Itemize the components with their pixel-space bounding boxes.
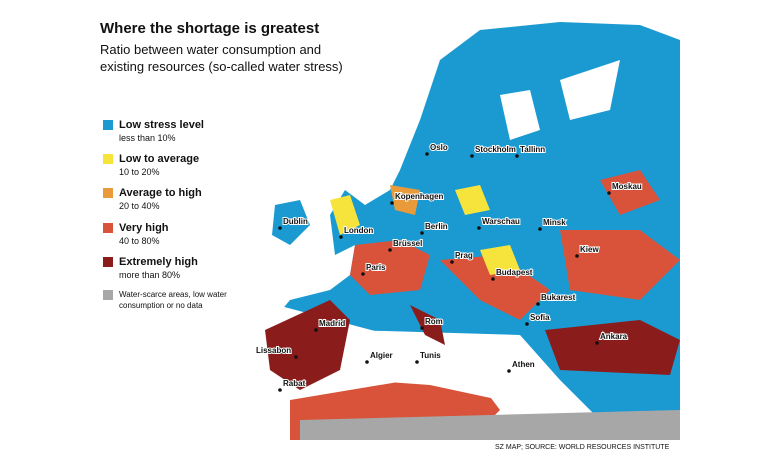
city-label: Warschau: [482, 217, 520, 226]
legend-sublabel: 40 to 80%: [119, 236, 160, 246]
city-dot: [575, 254, 579, 258]
city-dot: [507, 369, 511, 373]
subtitle: existing resources (so-called water stre…: [100, 59, 343, 74]
city-label: Madrid: [319, 319, 345, 328]
city-label: Paris: [366, 263, 386, 272]
legend-sublabel: more than 80%: [119, 270, 181, 280]
city-dot: [536, 302, 540, 306]
legend-item: Low to average 10 to 20%: [103, 153, 253, 177]
city-dot: [294, 355, 298, 359]
city-label: Rabat: [283, 379, 306, 388]
legend-label: Average to high: [119, 187, 202, 199]
legend-swatch: [103, 120, 113, 130]
legend-swatch: [103, 257, 113, 267]
title: Where the shortage is greatest: [100, 20, 320, 37]
city-label: London: [344, 226, 373, 235]
legend-item: Average to high 20 to 40%: [103, 187, 253, 211]
city-dot: [450, 260, 454, 264]
city-label: Sofia: [530, 313, 550, 322]
city-dot: [425, 152, 429, 156]
city-label: Kiew: [580, 245, 599, 254]
city-dot: [339, 235, 343, 239]
legend-label: Extremely high: [119, 256, 198, 268]
city-dot: [525, 322, 529, 326]
legend-swatch: [103, 154, 113, 164]
city-label: Rom: [425, 317, 443, 326]
city-dot: [420, 326, 424, 330]
city-dot: [361, 272, 365, 276]
city-label: Budapest: [496, 268, 533, 277]
legend-note: Water-scarce areas, low water consumptio…: [119, 290, 227, 310]
legend-item: Low stress level less than 10%: [103, 119, 253, 143]
legend-sublabel: less than 10%: [119, 133, 176, 143]
legend-swatch: [103, 188, 113, 198]
legend-sublabel: 10 to 20%: [119, 167, 160, 177]
city-dot: [477, 226, 481, 230]
source: SZ MAP; SOURCE: WORLD RESOURCES INSTITUT…: [495, 444, 670, 451]
legend-item: Very high 40 to 80%: [103, 222, 253, 246]
city-label: Ankara: [600, 332, 628, 341]
city-label: Brüssel: [393, 239, 422, 248]
city-dot: [388, 248, 392, 252]
city-dot: [420, 231, 424, 235]
city-dot: [470, 154, 474, 158]
city-dot: [278, 226, 282, 230]
city-dot: [538, 227, 542, 231]
city-label: Moskau: [612, 182, 642, 191]
city-dot: [390, 201, 394, 205]
city-label: Tallinn: [520, 145, 545, 154]
city-dot: [515, 154, 519, 158]
legend-swatch: [103, 290, 113, 300]
city-label: Kopenhagen: [395, 192, 444, 201]
city-dot: [278, 388, 282, 392]
city-dot: [607, 191, 611, 195]
map-shapes: [258, 22, 680, 440]
city-label: Minsk: [543, 218, 566, 227]
city-label: Oslo: [430, 143, 448, 152]
legend-item: Extremely high more than 80%: [103, 256, 253, 280]
city-dot: [491, 277, 495, 281]
legend-sublabel: 20 to 40%: [119, 201, 160, 211]
city-dot: [314, 328, 318, 332]
city-dot: [595, 341, 599, 345]
city-dot: [365, 360, 369, 364]
legend-label: Low stress level: [119, 119, 204, 131]
city-label: Lissabon: [256, 346, 291, 355]
legend-swatch: [103, 223, 113, 233]
city-label: Athen: [512, 360, 535, 369]
city-label: Prag: [455, 251, 473, 260]
city-label: Bukarest: [541, 293, 576, 302]
city-label: Algier: [370, 351, 393, 360]
legend-item: Water-scarce areas, low water consumptio…: [103, 289, 233, 311]
subtitle: Ratio between water consumption and: [100, 42, 322, 57]
legend-label: Very high: [119, 222, 169, 234]
city-label: Dublin: [283, 217, 308, 226]
city-label: Tunis: [420, 351, 441, 360]
city-label: Stockholm: [475, 145, 516, 154]
city-dot: [415, 360, 419, 364]
legend-label: Low to average: [119, 153, 200, 165]
city-label: Berlin: [425, 222, 448, 231]
